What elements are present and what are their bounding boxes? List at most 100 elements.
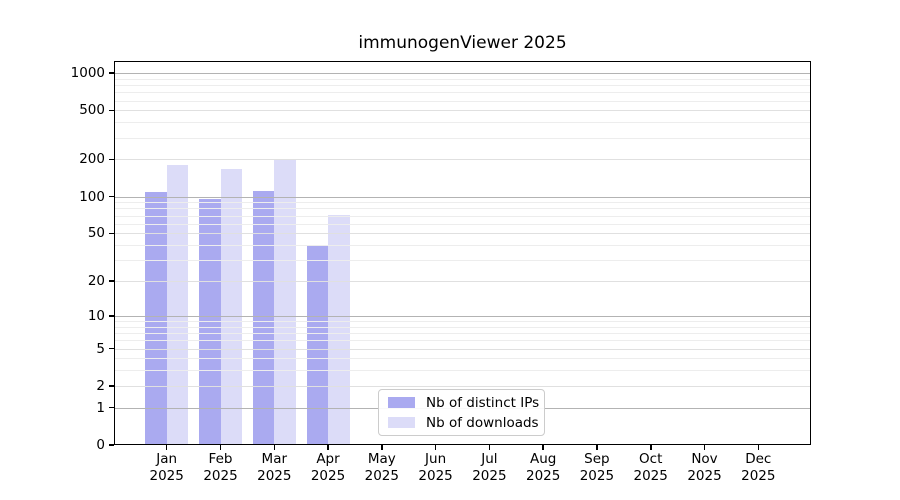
x-tick-label-Jun: Jun 2025 xyxy=(408,451,464,484)
x-tick-Mar xyxy=(273,445,275,450)
x-label-month: Feb xyxy=(208,451,233,467)
y-tick-label-100: 100 xyxy=(79,188,105,205)
x-tick-Apr xyxy=(327,445,329,450)
y-tick-label-500: 500 xyxy=(79,102,105,119)
x-label-month: Aug xyxy=(530,451,557,467)
x-tick-label-Nov: Nov 2025 xyxy=(677,451,733,484)
legend-item-distinct-ips: Nb of distinct IPs xyxy=(388,395,539,411)
x-label-month: Nov xyxy=(691,451,718,467)
y-tick-500 xyxy=(109,109,114,111)
x-tick-Aug xyxy=(542,445,544,450)
gridline-9 xyxy=(114,321,811,322)
legend: Nb of distinct IPs Nb of downloads xyxy=(378,389,545,436)
x-tick-Dec xyxy=(757,445,759,450)
gridline-5 xyxy=(114,348,811,350)
x-tick-label-Oct: Oct 2025 xyxy=(623,451,679,484)
gridline-100 xyxy=(114,196,811,198)
legend-label-distinct-ips: Nb of distinct IPs xyxy=(426,394,540,411)
gridline-2 xyxy=(114,385,811,387)
plot-area xyxy=(114,61,811,445)
legend-item-downloads: Nb of downloads xyxy=(388,415,539,431)
x-tick-label-Aug: Aug 2025 xyxy=(515,451,571,484)
y-tick-label-1000: 1000 xyxy=(70,65,105,81)
y-tick-100 xyxy=(109,195,114,198)
x-label-year: 2025 xyxy=(257,467,292,484)
x-tick-label-Jan: Jan 2025 xyxy=(139,451,195,484)
x-label-month: Sep xyxy=(584,451,610,467)
gridline-200 xyxy=(114,159,811,161)
x-label-year: 2025 xyxy=(579,467,615,484)
x-label-year: 2025 xyxy=(149,467,184,484)
y-tick-label-2: 2 xyxy=(96,377,105,394)
x-label-year: 2025 xyxy=(310,467,346,484)
bar-distinct-ips-Mar xyxy=(252,190,275,445)
gridline-20 xyxy=(114,281,811,283)
y-tick-label-200: 200 xyxy=(79,151,105,168)
x-tick-Nov xyxy=(703,445,706,450)
y-tick-1 xyxy=(109,406,114,409)
x-tick-Jul xyxy=(488,445,491,450)
gridline-40 xyxy=(114,245,811,246)
gridline-30 xyxy=(114,260,811,262)
bar-downloads-Jan xyxy=(166,164,189,445)
y-tick-5 xyxy=(109,347,114,350)
gridline-400 xyxy=(114,122,811,124)
x-tick-label-Jul: Jul 2025 xyxy=(461,451,517,484)
x-label-year: 2025 xyxy=(418,467,453,484)
y-tick-label-0: 0 xyxy=(96,437,105,453)
x-label-year: 2025 xyxy=(633,467,668,484)
gridline-900 xyxy=(114,78,811,80)
gridline-8 xyxy=(114,326,811,328)
y-tick-50 xyxy=(109,232,114,234)
x-tick-label-Feb: Feb 2025 xyxy=(193,451,249,484)
x-label-year: 2025 xyxy=(526,467,561,484)
gridline-50 xyxy=(114,233,811,235)
x-label-month: Oct xyxy=(639,451,663,467)
y-tick-10 xyxy=(109,315,114,317)
x-label-month: Dec xyxy=(745,451,772,467)
y-tick-label-10: 10 xyxy=(87,307,105,324)
gridline-3 xyxy=(114,370,811,372)
x-tick-Feb xyxy=(219,445,222,450)
y-tick-200 xyxy=(109,158,114,161)
y-tick-2 xyxy=(109,385,114,387)
gridline-4 xyxy=(114,358,811,360)
x-tick-label-May: May 2025 xyxy=(354,451,410,484)
legend-swatch-downloads xyxy=(388,417,415,428)
legend-swatch-distinct-ips xyxy=(388,397,415,408)
x-label-year: 2025 xyxy=(203,467,238,484)
y-tick-1000 xyxy=(109,72,114,74)
gridline-80 xyxy=(114,208,811,210)
x-label-month: Jul xyxy=(481,451,498,467)
x-tick-label-Mar: Mar 2025 xyxy=(246,451,302,484)
gridline-70 xyxy=(114,215,811,217)
y-tick-label-5: 5 xyxy=(96,340,105,357)
x-tick-label-Apr: Apr 2025 xyxy=(300,451,356,484)
x-label-month: May xyxy=(367,451,396,467)
gridline-1000 xyxy=(114,73,811,74)
x-label-year: 2025 xyxy=(687,467,722,484)
x-label-year: 2025 xyxy=(364,467,399,484)
x-label-year: 2025 xyxy=(472,467,507,484)
x-label-month: Mar xyxy=(261,451,288,467)
gridline-7 xyxy=(114,333,811,334)
bar-downloads-Feb xyxy=(220,168,242,445)
x-tick-May xyxy=(381,445,383,450)
bar-downloads-Apr xyxy=(328,214,350,445)
x-tick-Sep xyxy=(596,445,598,450)
x-tick-Jun xyxy=(434,445,437,450)
x-tick-label-Dec: Dec 2025 xyxy=(730,451,786,484)
x-label-month: Apr xyxy=(316,451,340,467)
y-tick-20 xyxy=(109,280,114,282)
x-tick-label-Sep: Sep 2025 xyxy=(569,451,625,484)
gridline-500 xyxy=(114,110,811,112)
y-tick-label-20: 20 xyxy=(87,273,105,290)
gridline-300 xyxy=(114,137,811,139)
bar-downloads-Mar xyxy=(274,159,296,445)
gridline-800 xyxy=(114,85,811,86)
bar-distinct-ips-Apr xyxy=(306,246,328,445)
gridline-60 xyxy=(114,223,811,225)
gridline-10 xyxy=(114,315,811,317)
gridline-6 xyxy=(114,340,811,342)
